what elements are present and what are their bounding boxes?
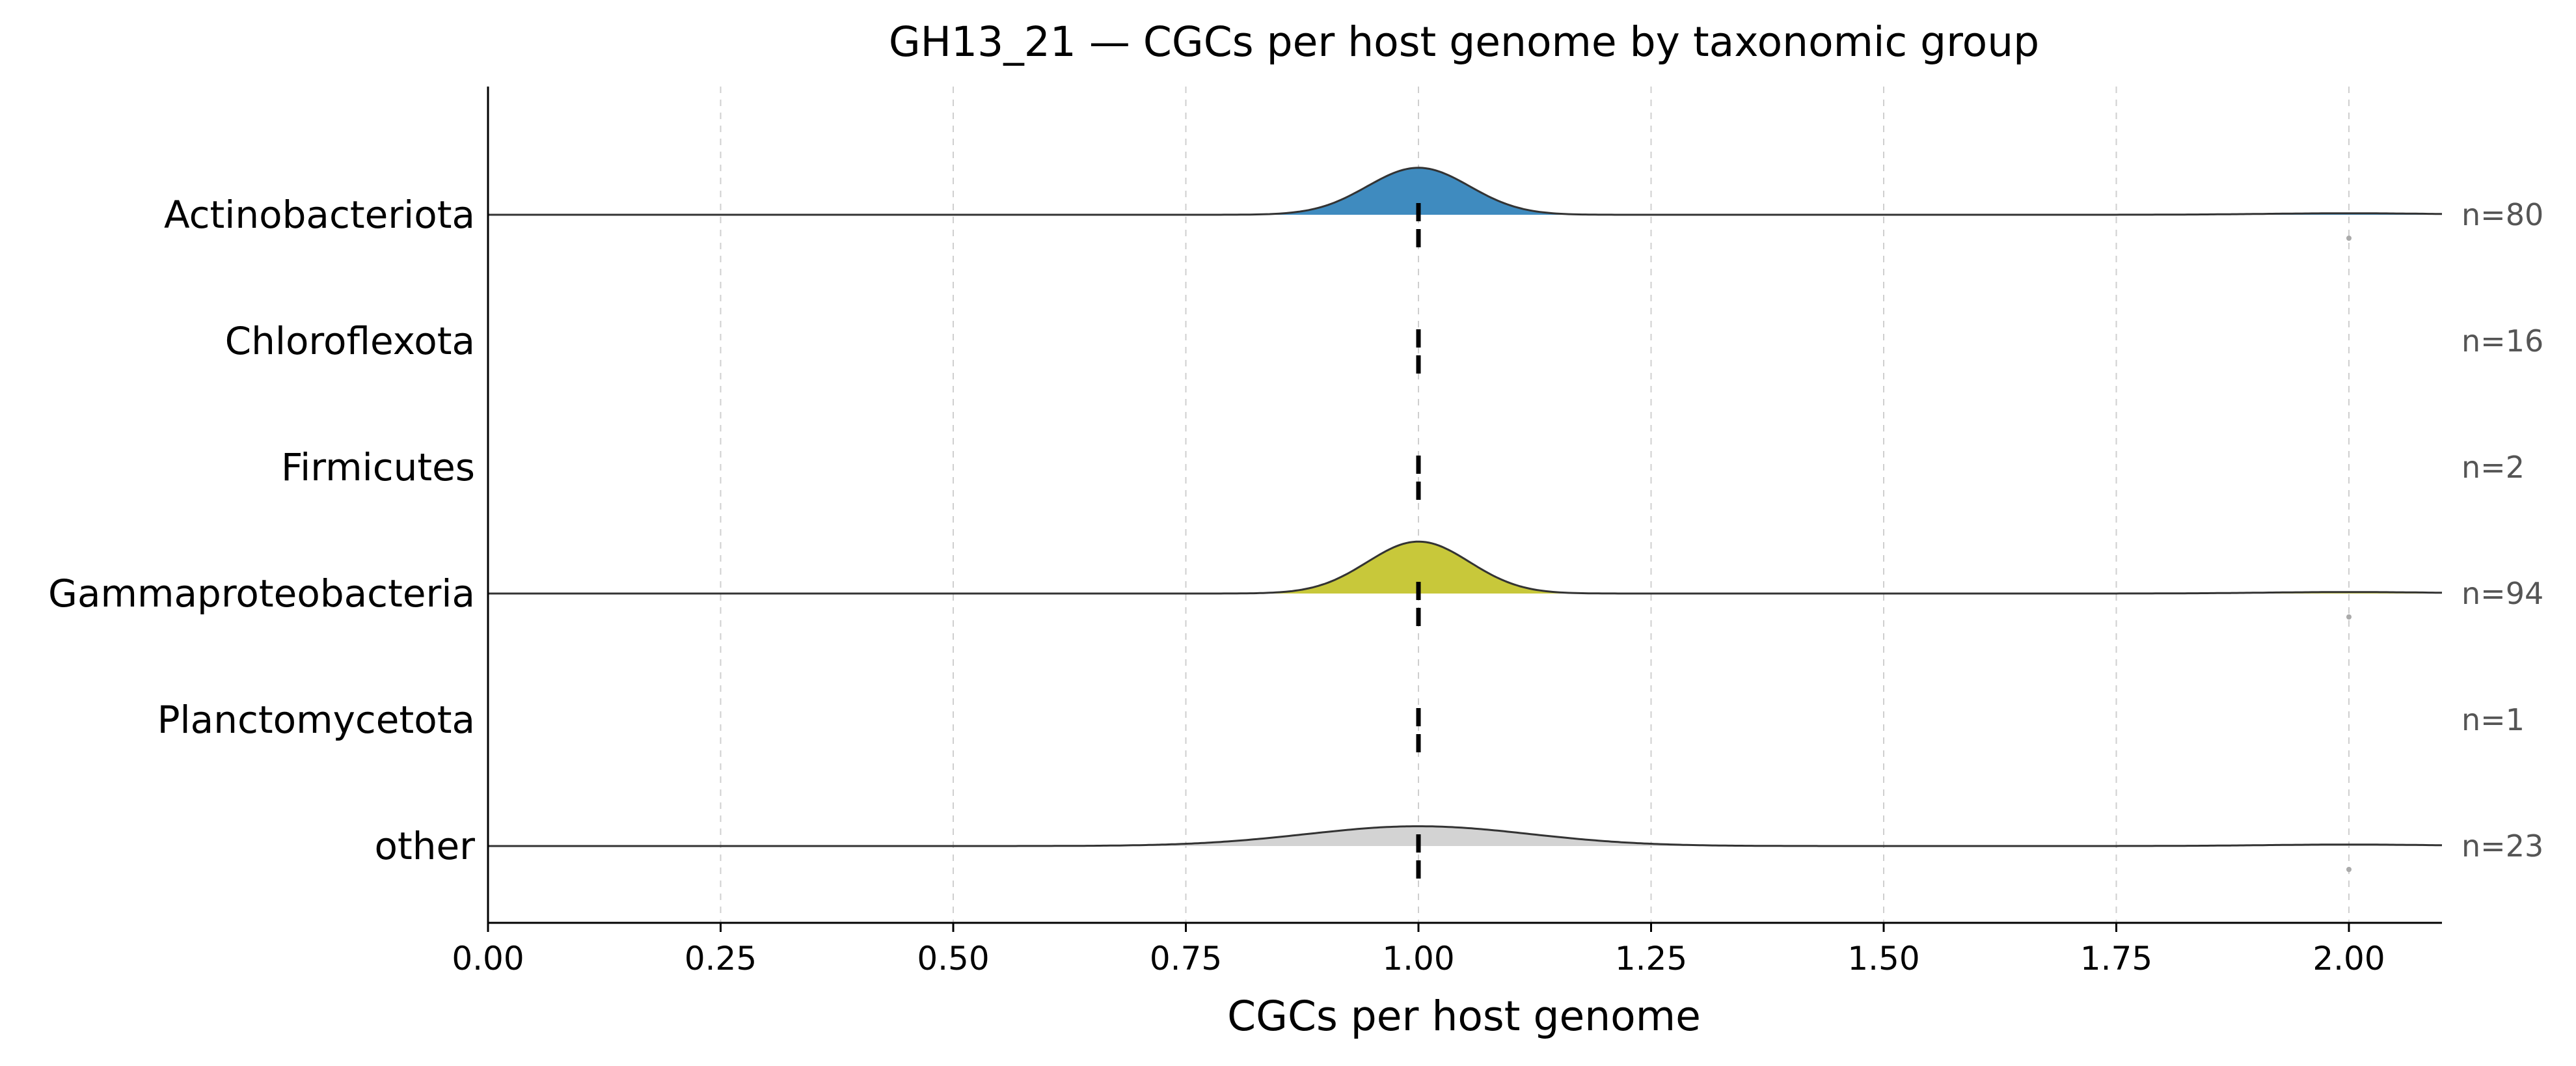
x-tick-label: 1.75 <box>2080 940 2152 977</box>
outlier-point <box>2346 236 2352 241</box>
x-tick-label: 1.25 <box>1615 940 1687 977</box>
x-tick-label: 0.75 <box>1150 940 1222 977</box>
outlier-point <box>2346 614 2352 620</box>
density-outline <box>488 167 2443 216</box>
count-label: n=23 <box>2461 828 2543 864</box>
x-tick-label: 2.00 <box>2312 940 2385 977</box>
category-label: Chloroflexota <box>225 319 475 363</box>
outlier-point <box>2346 867 2352 872</box>
count-label: n=80 <box>2461 197 2543 232</box>
x-tick-label: 1.00 <box>1382 940 1454 977</box>
count-label: n=16 <box>2461 323 2543 359</box>
count-label: n=2 <box>2461 450 2525 485</box>
density-fill <box>488 167 2442 215</box>
count-label: n=1 <box>2461 702 2525 737</box>
category-label: other <box>374 824 475 868</box>
count-label: n=94 <box>2461 576 2543 611</box>
x-tick-label: 1.50 <box>1847 940 1919 977</box>
x-axis-label: CGCs per host genome <box>1227 992 1701 1040</box>
density-fill <box>488 541 2442 594</box>
category-label: Actinobacteriota <box>164 193 475 237</box>
density-fill <box>488 826 2442 846</box>
category-label: Firmicutes <box>281 445 475 489</box>
chart-title: GH13_21 — CGCs per host genome by taxono… <box>889 18 2039 66</box>
density-outline <box>488 825 2443 847</box>
x-tick-label: 0.25 <box>685 940 757 977</box>
tick-layer: 0.00 0.25 0.50 0.75 1.00 1.25 1.50 1.75 2.00 <box>452 923 2385 977</box>
x-tick-label: 0.50 <box>917 940 989 977</box>
density-outline <box>488 540 2443 595</box>
category-label: Planctomycetota <box>157 698 475 742</box>
category-label: Gammaproteobacteria <box>48 571 475 616</box>
x-tick-label: 0.00 <box>452 940 524 977</box>
label-layer: Actinobacteriota n=80 Chloroflexota n=16 Fir… <box>48 193 2543 868</box>
ridge-layer <box>488 167 2443 880</box>
